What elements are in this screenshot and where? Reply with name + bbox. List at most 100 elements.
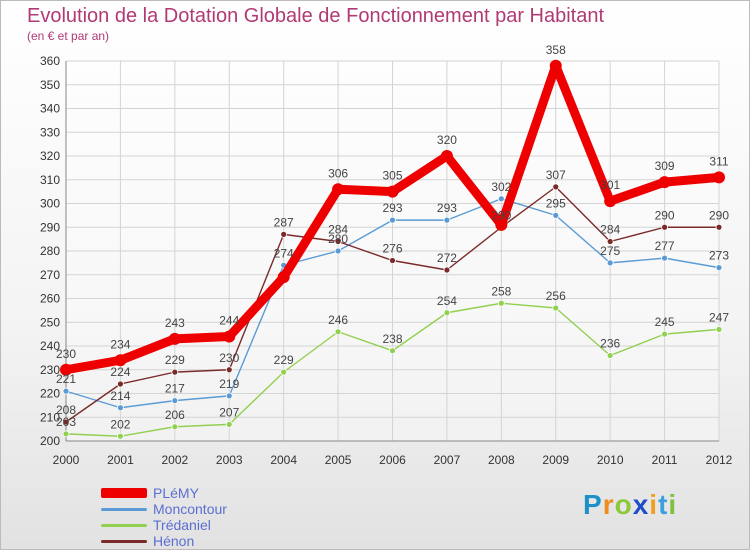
data-label: 306 [328, 166, 348, 180]
legend-item: Trédaniel [101, 517, 341, 533]
data-point [389, 257, 396, 264]
data-label: 258 [491, 284, 511, 298]
data-point [171, 397, 179, 405]
data-label: 358 [546, 43, 566, 57]
x-tick-label: 2005 [325, 453, 352, 467]
data-point [497, 195, 505, 203]
legend-swatch [101, 488, 147, 498]
data-label: 284 [600, 223, 620, 237]
data-point [443, 266, 451, 274]
data-label: 243 [165, 316, 185, 330]
y-tick-label: 270 [40, 268, 60, 282]
legend-item: Hénon [101, 533, 341, 549]
data-point [334, 238, 342, 245]
data-label: 207 [219, 405, 239, 419]
x-tick-label: 2004 [270, 453, 297, 467]
data-point [495, 218, 508, 231]
y-tick-label: 250 [40, 315, 60, 329]
x-tick-label: 2003 [216, 453, 243, 467]
data-label: 214 [110, 389, 130, 403]
data-label: 275 [600, 244, 620, 258]
data-label: 295 [546, 196, 566, 210]
x-tick-label: 2007 [434, 453, 461, 467]
legend-label: PLéMY [153, 485, 199, 501]
data-point [497, 299, 505, 307]
data-label: 309 [655, 159, 675, 173]
legend-label: Moncontour [153, 501, 227, 517]
y-tick-label: 300 [40, 197, 60, 211]
data-label: 274 [274, 246, 294, 260]
data-label: 290 [655, 208, 675, 222]
data-point [715, 325, 723, 333]
data-label: 230 [219, 351, 239, 365]
data-point [332, 183, 345, 196]
data-label: 234 [110, 337, 130, 351]
data-point [715, 223, 723, 231]
data-point [549, 59, 562, 72]
x-tick-label: 2001 [107, 453, 134, 467]
legend-label: Trédaniel [153, 517, 211, 533]
data-point [62, 430, 70, 438]
x-tick-label: 2000 [53, 453, 80, 467]
x-tick-label: 2012 [706, 453, 733, 467]
data-label: 236 [600, 337, 620, 351]
logo-letter: P [583, 489, 603, 520]
logo-letter: i [649, 489, 659, 520]
data-point [606, 259, 614, 267]
data-point [386, 185, 399, 198]
x-tick-label: 2011 [652, 453, 678, 467]
logo-letter: o [614, 489, 633, 520]
data-point [117, 404, 124, 412]
data-label: 229 [274, 353, 294, 367]
data-point [225, 420, 233, 428]
data-point [280, 368, 288, 376]
data-label: 221 [56, 372, 76, 386]
data-label: 276 [382, 242, 402, 256]
data-label: 290 [491, 208, 511, 222]
y-tick-label: 360 [40, 54, 60, 68]
legend-item: Moncontour [101, 501, 341, 517]
logo-letter: i [668, 489, 678, 520]
y-tick-label: 230 [40, 363, 60, 377]
y-tick-label: 310 [40, 173, 60, 187]
chart-title: Evolution de la Dotation Globale de Fonc… [27, 5, 605, 27]
data-label: 311 [709, 154, 728, 168]
y-tick-label: 200 [40, 434, 60, 448]
data-label: 273 [709, 249, 729, 263]
data-point [552, 211, 560, 219]
data-label: 219 [219, 377, 239, 391]
data-label: 238 [382, 332, 402, 346]
data-point [661, 330, 668, 338]
data-point [223, 330, 236, 343]
legend-swatch [101, 540, 147, 543]
data-point [443, 216, 451, 224]
y-tick-label: 280 [40, 244, 60, 258]
x-tick-label: 2006 [379, 453, 406, 467]
y-tick-label: 350 [40, 78, 60, 92]
data-label: 280 [328, 232, 348, 246]
x-tick-label: 2002 [161, 453, 188, 467]
data-point [661, 254, 668, 262]
data-label: 305 [382, 169, 402, 183]
x-tick-label: 2009 [542, 453, 569, 467]
chart-subtitle: (en € et par an) [27, 29, 110, 43]
logo-letter: x [632, 489, 650, 520]
data-point [604, 195, 617, 208]
data-label: 244 [219, 314, 239, 328]
legend-item: PLéMY [101, 485, 341, 501]
data-point [606, 238, 614, 245]
data-point [171, 368, 179, 376]
data-point [60, 363, 72, 376]
y-tick-label: 220 [40, 387, 60, 401]
data-label: 247 [709, 310, 729, 324]
data-label: 229 [165, 353, 185, 367]
data-point [117, 380, 124, 388]
data-label: 202 [110, 417, 130, 431]
y-tick-label: 210 [40, 410, 60, 424]
data-point [606, 352, 614, 359]
y-tick-label: 320 [40, 149, 60, 163]
data-label: 284 [328, 223, 348, 237]
legend-swatch [101, 508, 147, 511]
data-point [168, 332, 181, 345]
